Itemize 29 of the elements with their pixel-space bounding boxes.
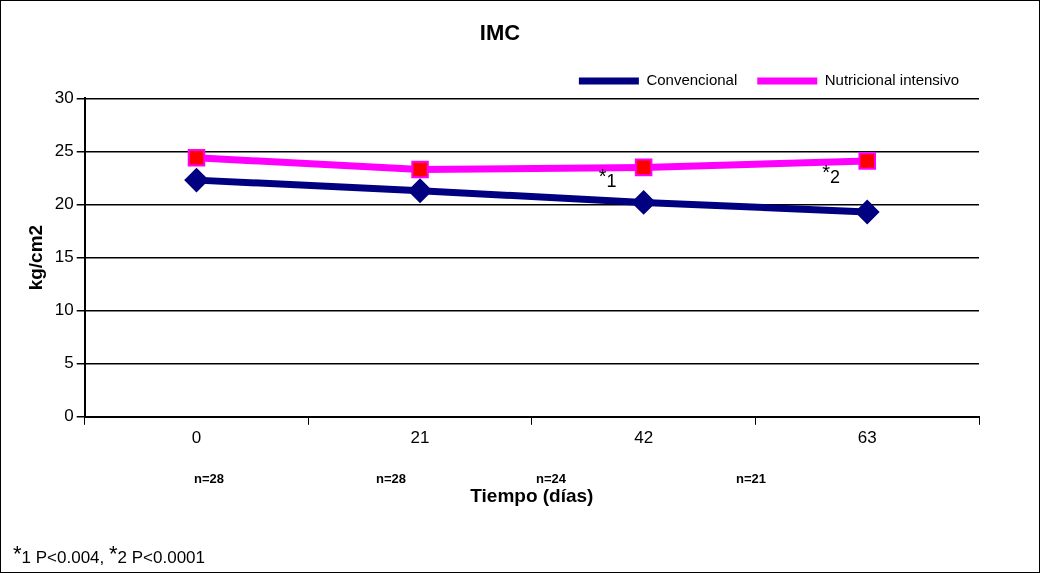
chart-title: IMC	[479, 20, 521, 46]
x-tick-label: 63	[857, 427, 877, 447]
point	[631, 190, 656, 215]
text: n=21	[736, 471, 766, 486]
x-axis-title: Tiempo (días)	[470, 484, 594, 506]
x-tick-label: 21	[410, 427, 430, 447]
point	[634, 158, 653, 177]
text: n=28	[194, 471, 224, 486]
text: n=28	[376, 471, 406, 486]
y-tick-label: 20	[54, 194, 74, 214]
legend-label: Convencional	[646, 71, 738, 89]
point	[411, 160, 429, 179]
point	[187, 149, 206, 167]
x-tick-label: 42	[634, 427, 654, 447]
text: *1 P<0.004, *2 P<0.0001	[13, 541, 206, 567]
text: n=24	[536, 471, 567, 486]
point	[858, 152, 876, 170]
y-tick-label: 25	[54, 141, 74, 161]
point	[855, 199, 880, 224]
point	[408, 178, 433, 203]
y-tick-label: 15	[54, 247, 74, 267]
y-tick-label: 10	[54, 300, 74, 320]
y-axis-title: kg/cm2	[24, 224, 46, 291]
y-tick-label: 5	[64, 353, 74, 373]
point	[184, 168, 209, 193]
x-tick-label: 0	[191, 427, 202, 447]
y-tick-label: 30	[54, 88, 74, 108]
y-tick-label: 0	[64, 406, 74, 426]
legend-label: Nutricional intensivo	[824, 71, 959, 89]
